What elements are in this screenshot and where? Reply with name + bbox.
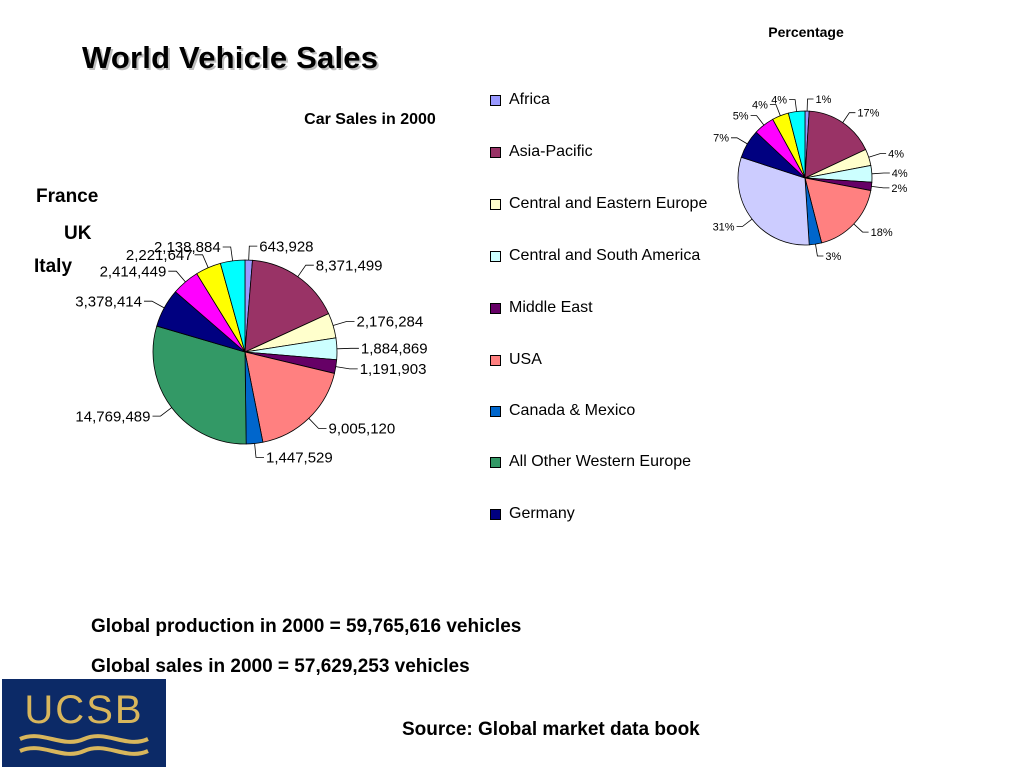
percentage-slice-asia-pacific [804, 110, 867, 179]
legend-swatch [490, 355, 501, 366]
legend-swatch [490, 95, 501, 106]
sales-leader-central-and-eastern-europe [332, 321, 355, 326]
sales-leader-canada-and-mexico [254, 443, 264, 458]
sales-leader-france [222, 246, 233, 261]
sales-label-middle-east: 1,191,903 [360, 361, 427, 378]
legend-label: Central and South America [509, 247, 701, 264]
sales-label-asia-pacific: 8,371,499 [316, 257, 383, 274]
percentage-leader-canada-and-mexico [815, 244, 824, 257]
sales-leader-germany [144, 300, 165, 309]
percentage-label-france: 4% [771, 95, 787, 107]
sales-leader-all-other-western-europe [152, 407, 172, 417]
percentage-chart-title: Percentage [768, 24, 844, 40]
percentage-leader-middle-east [871, 186, 890, 189]
percentage-label-uk: 4% [752, 99, 768, 111]
sales-leader-africa [248, 245, 258, 261]
percentage-leader-central-and-eastern-europe [868, 153, 887, 158]
legend-swatch [490, 199, 501, 210]
percentage-label-central-and-south-america: 4% [892, 168, 908, 180]
sales-label-central-and-eastern-europe: 2,176,284 [357, 314, 424, 331]
page-title: World Vehicle Sales [82, 40, 379, 75]
uk-label: UK [64, 223, 92, 244]
legend-swatch [490, 406, 501, 417]
sales-slice-all-other-western-europe [152, 325, 247, 445]
sales-slice-france [219, 259, 246, 353]
percentage-pie-chart: 1%17%4%4%2%18%3%31%7%5%4% 4% [713, 94, 908, 263]
sales-slice-asia-pacific [244, 259, 330, 353]
legend-swatch [490, 251, 501, 262]
percentage-label-central-and-eastern-europe: 4% [888, 148, 904, 160]
percentage-label-africa: 1% [816, 94, 832, 106]
sales-label-germany: 3,378,414 [75, 294, 142, 311]
sales-leader-central-and-south-america [336, 347, 359, 350]
percentage-leader-all-other-western-europe [736, 218, 753, 227]
sales-label-italy: 2,414,449 [100, 264, 167, 281]
sales-label-france: 2,138,884 [154, 239, 221, 256]
legend-swatch [490, 147, 501, 158]
percentage-leader-france [789, 99, 797, 112]
sales-label-central-and-south-america: 1,884,869 [361, 341, 428, 358]
legend-label: USA [509, 351, 542, 368]
percentage-leader-usa [853, 223, 869, 233]
sales-label-africa: 643,928 [259, 238, 313, 255]
sales-leader-usa [308, 418, 327, 429]
percentage-slice-france [787, 110, 806, 179]
ucsb-logo: UCSB [2, 679, 166, 767]
percentage-label-italy: 5% [733, 110, 749, 122]
source-note: Source: Global market data book [402, 719, 700, 740]
percentage-label-usa: 18% [871, 227, 893, 239]
percentage-leader-central-and-south-america [871, 172, 890, 175]
sales-leader-middle-east [335, 366, 358, 370]
legend-label: Canada & Mexico [509, 402, 636, 419]
ucsb-logo-text: UCSB [24, 688, 143, 732]
legend-label: Germany [509, 505, 575, 522]
sales-label-canada-and-mexico: 1,447,529 [266, 450, 333, 467]
percentage-leader-asia-pacific [842, 112, 856, 123]
percentage-label-all-other-western-europe: 31% [713, 221, 735, 233]
percentage-leader-africa [806, 98, 814, 112]
sales-leader-italy [168, 270, 186, 283]
sales-slice-usa [244, 351, 335, 443]
percentage-label-canada-and-mexico: 3% [825, 251, 841, 263]
sales-label-uk: 2,221,647 [126, 247, 193, 264]
sales-leader-uk [194, 254, 209, 268]
legend-label: Central and Eastern Europe [509, 195, 708, 212]
sales-note: Global sales in 2000 = 57,629,253 vehicl… [91, 656, 470, 677]
italy-label: Italy [34, 256, 73, 277]
legend-swatch [490, 457, 501, 468]
legend-label: Africa [509, 91, 550, 108]
legend-label: Asia-Pacific [509, 143, 593, 160]
percentage-leader-germany [731, 137, 748, 145]
main-chart-title: Car Sales in 2000 [304, 111, 436, 128]
percentage-label-asia-pacific: 17% [857, 108, 879, 120]
percentage-leader-italy [750, 115, 765, 126]
legend-label: All Other Western Europe [509, 453, 692, 470]
percentage-leader-uk [769, 104, 781, 116]
percentage-label-middle-east: 2% [891, 183, 907, 195]
legend-swatch [490, 303, 501, 314]
legend-swatch [490, 509, 501, 520]
france-label: France [36, 186, 99, 207]
sales-leader-asia-pacific [297, 264, 314, 277]
legend-label: Middle East [509, 299, 593, 316]
sales-label-all-other-western-europe: 14,769,489 [75, 408, 150, 425]
production-note: Global production in 2000 = 59,765,616 v… [91, 616, 522, 637]
percentage-label-germany: 7% [713, 133, 729, 145]
sales-label-usa: 9,005,120 [329, 421, 396, 438]
